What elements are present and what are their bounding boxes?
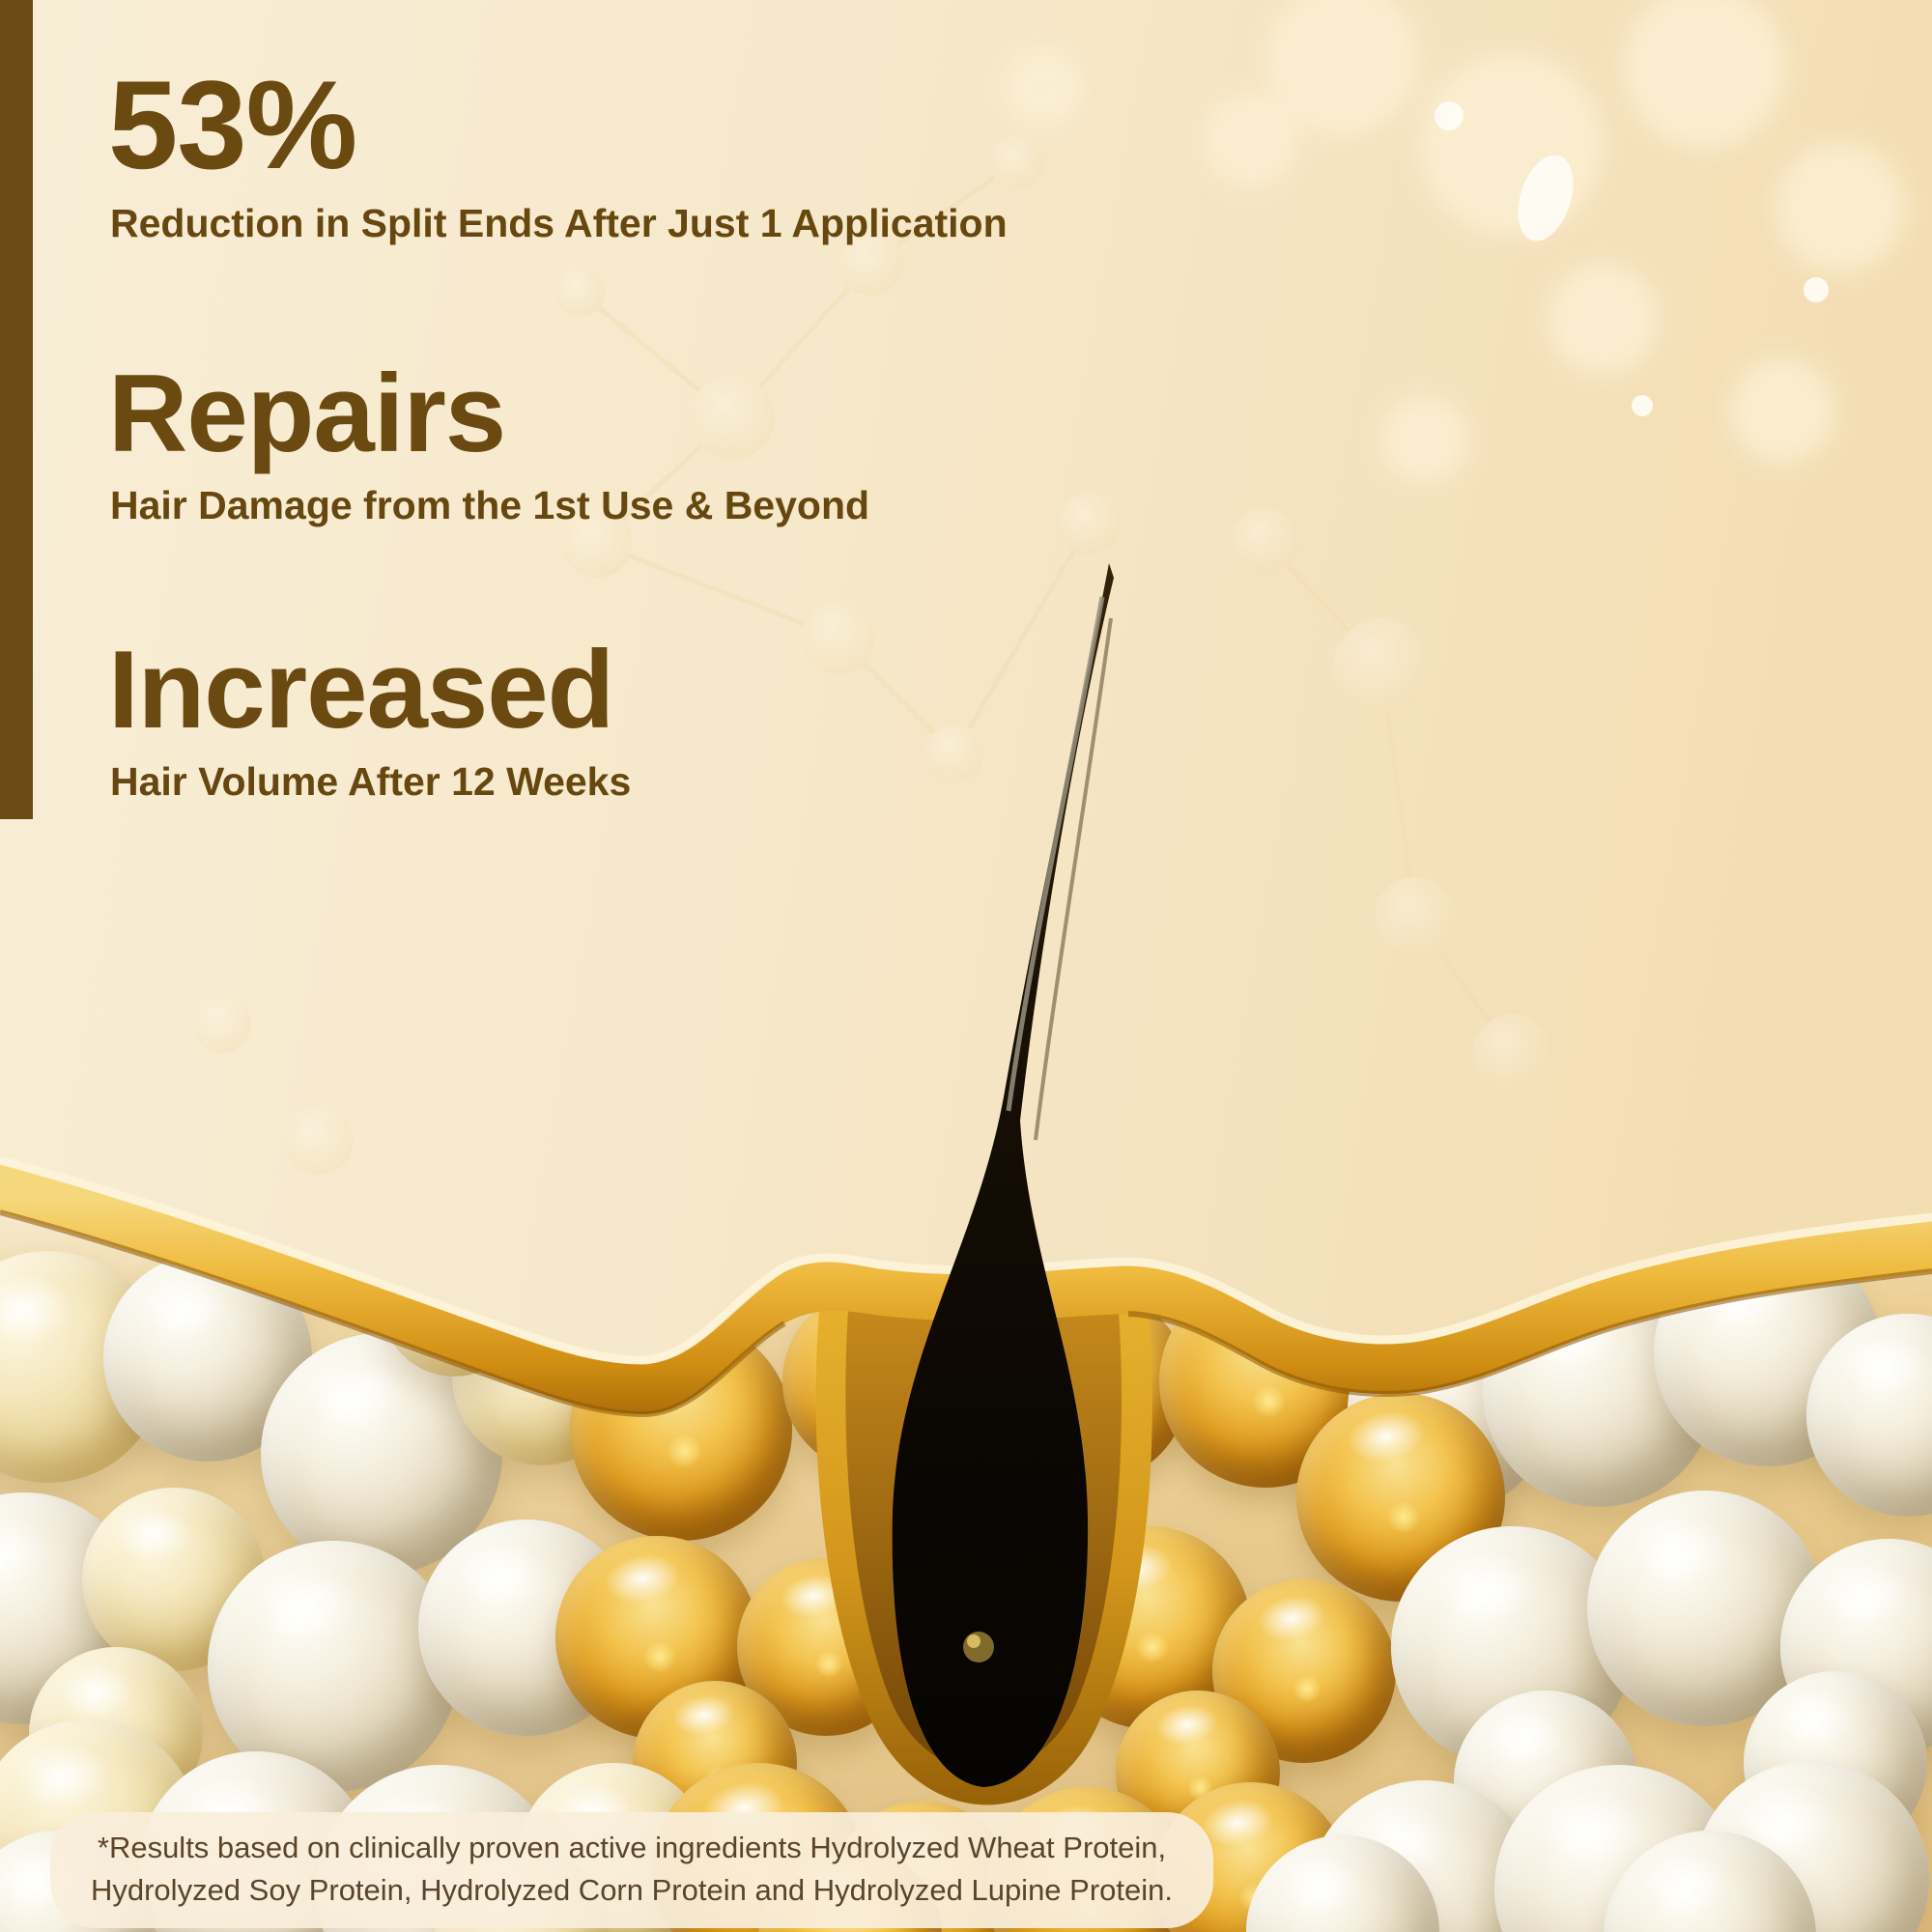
stat-value-repairs: Repairs [108,353,506,475]
oil-droplet-sphere [570,1319,792,1541]
stat-repairs: Repairs Hair Damage from the 1st Use & B… [108,359,869,528]
disclaimer-line-1: *Results based on clinically proven acti… [97,1831,1167,1864]
stat-caption-repairs: Hair Damage from the 1st Use & Beyond [110,483,870,527]
stat-value-increased: Increased [108,629,614,752]
gold-pearl-sphere [382,1232,526,1377]
stat-increased: Increased Hair Volume After 12 Weeks [108,636,631,805]
stat-value-53-percent: 53% [108,54,357,195]
disclaimer-line-2: Hydrolyzed Soy Protein, Hydrolyzed Corn … [90,1873,1173,1908]
oil-droplet-sphere [782,1290,966,1473]
stat-split-ends: 53% Reduction in Split Ends After Just 1… [108,62,1008,246]
left-accent-bar [0,0,33,819]
stat-caption-increased: Hair Volume After 12 Weeks [110,759,632,804]
pearl-sphere [208,1541,459,1792]
stat-caption-split-ends: Reduction in Split Ends After Just 1 App… [110,201,1008,245]
disclaimer-box: *Results based on clinically proven acti… [50,1812,1213,1929]
